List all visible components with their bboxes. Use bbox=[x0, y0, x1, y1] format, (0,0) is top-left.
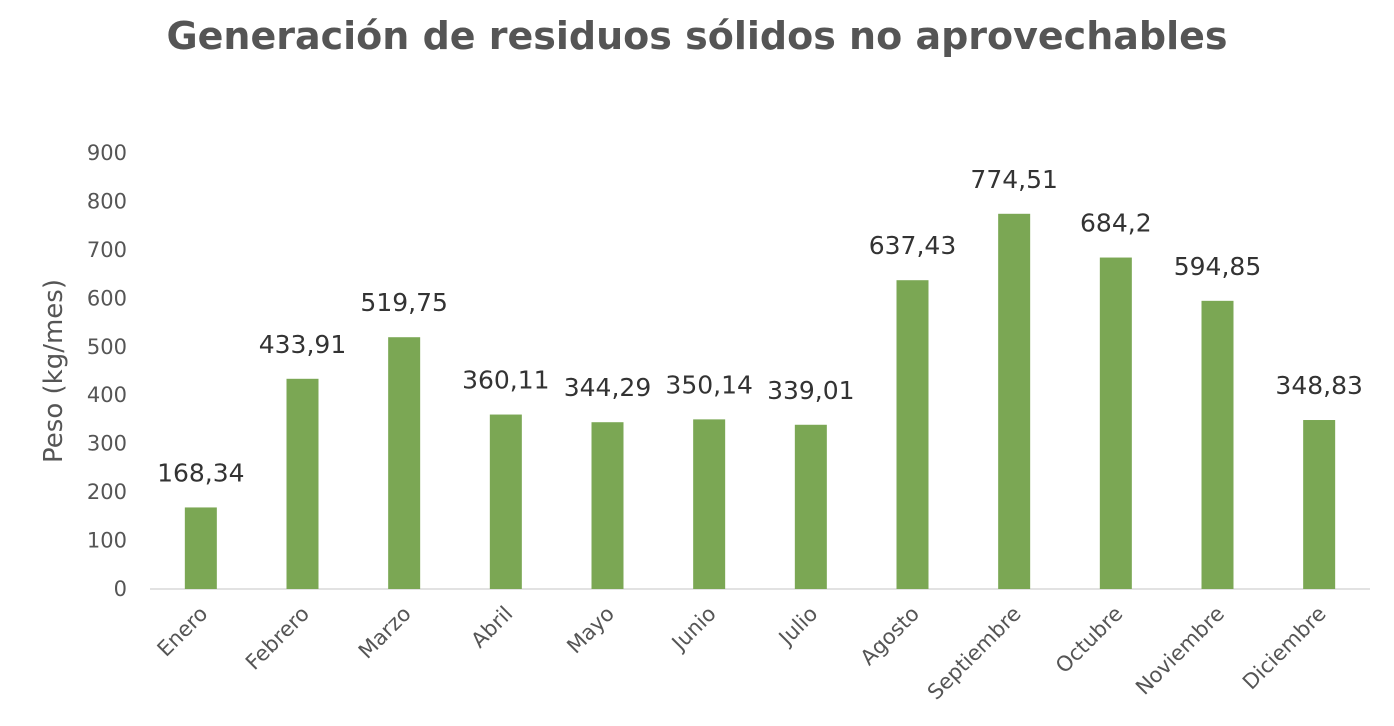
data-label: 168,34 bbox=[157, 458, 244, 487]
y-axis-label: Peso (kg/mes) bbox=[39, 279, 69, 463]
y-tick-label: 900 bbox=[87, 141, 127, 165]
x-tick-label: Septiembre bbox=[923, 602, 1026, 705]
bar bbox=[794, 424, 827, 589]
y-tick-label: 200 bbox=[87, 480, 127, 504]
bar bbox=[184, 507, 217, 589]
bar bbox=[388, 337, 421, 589]
x-tick-label: Noviembre bbox=[1131, 602, 1229, 700]
x-tick-label: Julio bbox=[773, 602, 823, 652]
data-label: 774,51 bbox=[970, 165, 1057, 194]
bar bbox=[998, 213, 1031, 589]
bar bbox=[693, 419, 726, 589]
y-tick-label: 700 bbox=[87, 238, 127, 262]
y-tick-label: 100 bbox=[87, 529, 127, 553]
y-tick-label: 300 bbox=[87, 432, 127, 456]
y-tick-label: 400 bbox=[87, 383, 127, 407]
x-tick-label: Mayo bbox=[562, 602, 619, 659]
bar bbox=[896, 280, 929, 589]
x-tick-label: Marzo bbox=[354, 602, 416, 664]
x-tick-label: Octubre bbox=[1051, 602, 1127, 678]
chart-title: Generación de residuos sólidos no aprove… bbox=[166, 14, 1228, 58]
x-tick-label: Agosto bbox=[856, 602, 924, 670]
x-tick-label: Febrero bbox=[241, 602, 314, 675]
data-label: 344,29 bbox=[564, 373, 651, 402]
data-label: 684,2 bbox=[1080, 209, 1152, 238]
data-label: 519,75 bbox=[360, 288, 447, 317]
x-tick-label: Junio bbox=[666, 602, 721, 657]
bar bbox=[1201, 300, 1234, 589]
bar bbox=[1303, 420, 1336, 589]
data-label: 594,85 bbox=[1174, 252, 1261, 281]
x-tick-label: Diciembre bbox=[1238, 602, 1331, 695]
bar bbox=[591, 422, 624, 589]
data-label: 433,91 bbox=[259, 330, 346, 359]
data-label: 350,14 bbox=[665, 370, 752, 399]
y-tick-label: 500 bbox=[87, 335, 127, 359]
data-label: 348,83 bbox=[1275, 371, 1362, 400]
data-label: 339,01 bbox=[767, 376, 854, 405]
bar bbox=[1099, 257, 1132, 589]
y-tick-label: 600 bbox=[87, 286, 127, 310]
data-label: 637,43 bbox=[869, 231, 956, 260]
data-label: 360,11 bbox=[462, 366, 549, 395]
bar bbox=[489, 414, 522, 589]
x-tick-label: Abril bbox=[466, 602, 517, 653]
y-tick-label: 800 bbox=[87, 189, 127, 213]
bar bbox=[286, 378, 319, 589]
x-tick-label: Enero bbox=[153, 602, 213, 662]
y-tick-label: 0 bbox=[114, 577, 127, 601]
